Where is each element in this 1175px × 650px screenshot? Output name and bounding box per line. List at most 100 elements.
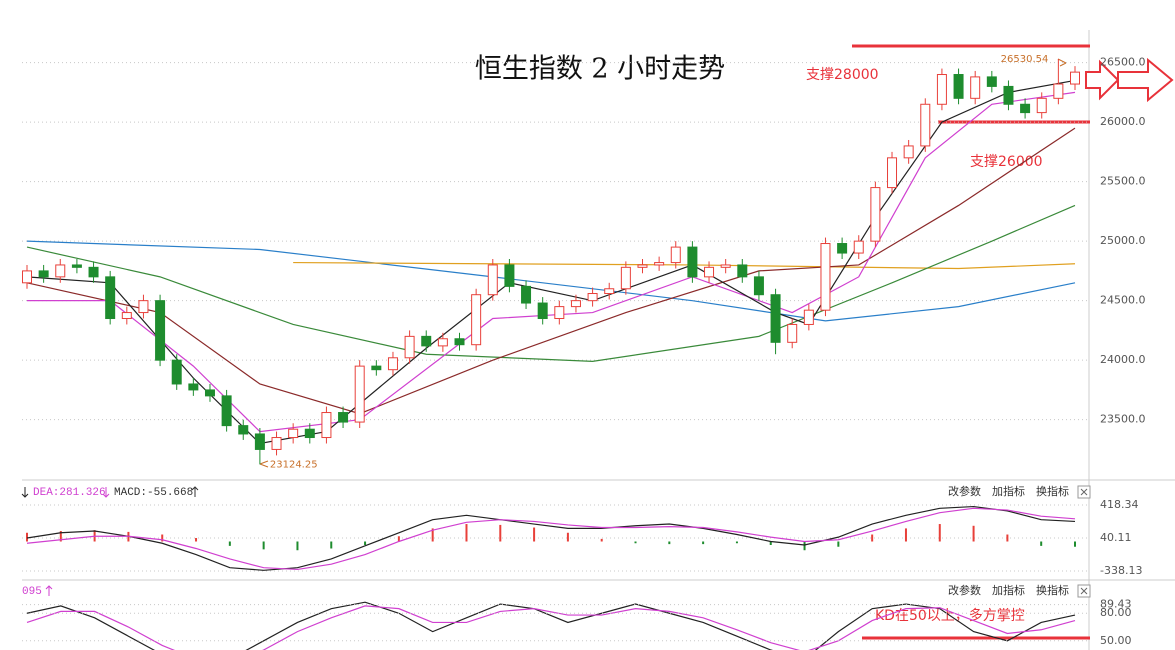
macd-bar <box>871 534 874 542</box>
candle-body <box>687 246 698 278</box>
candle-body <box>354 365 365 423</box>
y-tick-label: 80.00 <box>1100 606 1132 619</box>
macd-bar <box>735 541 738 544</box>
candle-body <box>737 264 748 278</box>
candle-body <box>953 74 964 99</box>
candle-body <box>171 359 182 385</box>
high-label: 26530.54 <box>1001 54 1049 65</box>
macd-bar <box>499 524 502 542</box>
kd-header: 095 <box>22 586 42 598</box>
candle-body <box>204 389 215 397</box>
candle-body <box>920 103 931 147</box>
candle-body <box>71 264 82 268</box>
macd-bar <box>228 541 231 546</box>
y-tick-label: 23500.0 <box>1100 413 1146 426</box>
y-tick-label: 26000.0 <box>1100 115 1146 128</box>
candle-body <box>321 412 332 439</box>
indicator-line <box>26 127 1076 415</box>
macd-bar <box>431 528 434 542</box>
candle-body <box>38 270 49 278</box>
candle-body <box>820 243 831 311</box>
close-button[interactable] <box>1077 485 1091 499</box>
arrow-icon <box>21 487 29 498</box>
button[interactable]: 换指标 <box>1036 484 1069 498</box>
candle-body <box>238 425 249 435</box>
indicator-line <box>26 240 1076 322</box>
button[interactable]: 改参数 <box>948 583 981 597</box>
candle-body <box>387 357 398 371</box>
indicator-line <box>26 601 1076 650</box>
arrow-icon <box>1057 58 1067 67</box>
macd-bar <box>1006 534 1009 542</box>
candle-body <box>970 76 981 99</box>
macd-bar <box>972 525 975 542</box>
arrow-icon <box>259 460 269 468</box>
candle-body <box>371 365 382 371</box>
candle-body <box>22 270 32 284</box>
candle-body <box>1020 103 1031 114</box>
button[interactable]: 改参数 <box>948 484 981 498</box>
indicator-line <box>26 507 1076 571</box>
y-tick-label: 40.11 <box>1100 531 1132 544</box>
macd-bar <box>702 541 705 545</box>
macd-bar <box>600 538 603 542</box>
candle-body <box>554 306 565 320</box>
macd-bar <box>1040 541 1043 546</box>
macd-bar <box>465 524 468 542</box>
macd-bar <box>195 538 198 542</box>
arrow-icon <box>191 486 199 497</box>
candle-body <box>437 338 448 347</box>
y-tick-label: -338.13 <box>1100 564 1142 577</box>
candle-body <box>620 266 631 290</box>
macd-bar <box>364 541 367 545</box>
macd-bar <box>904 528 907 542</box>
button[interactable]: 加指标 <box>992 583 1025 597</box>
candle-body <box>870 187 881 242</box>
low-label: 23124.25 <box>270 459 318 470</box>
macd-bar <box>296 541 299 551</box>
arrow-icon <box>45 585 53 596</box>
kd-plot <box>26 601 1076 650</box>
candle-body <box>887 157 898 189</box>
close-button[interactable] <box>1077 584 1091 598</box>
macd-bar <box>161 534 164 542</box>
candle-body <box>537 302 548 320</box>
y-tick-label: 50.00 <box>1100 634 1132 647</box>
candle-body <box>637 264 648 268</box>
candle-body <box>787 323 798 343</box>
arrow <box>1085 59 1120 101</box>
candle-body <box>188 383 199 391</box>
macd-bar <box>59 531 62 542</box>
button[interactable]: 换指标 <box>1036 583 1069 597</box>
candle-body <box>454 338 465 346</box>
indicator-line <box>27 91 1076 433</box>
arrow <box>1117 57 1174 103</box>
candle-body <box>254 433 265 450</box>
candle-body <box>903 145 914 159</box>
candle-body <box>521 285 532 304</box>
y-tick-label: 89.43 <box>1100 598 1132 611</box>
indicator-line <box>26 605 1076 650</box>
candle-body <box>288 428 299 439</box>
candle-body <box>55 264 66 278</box>
y-tick-label: 25500.0 <box>1100 175 1146 188</box>
candle-body <box>587 293 598 302</box>
macd-bar <box>1074 541 1076 547</box>
macd-bar <box>26 532 28 542</box>
chart-title: 恒生指数 2 小时走势 <box>475 54 725 85</box>
candle-body <box>105 276 116 320</box>
legend-dea: DEA:281.326 <box>33 487 106 499</box>
candle-body <box>1003 85 1014 105</box>
macd-bar <box>330 541 333 549</box>
candle-body <box>803 309 814 325</box>
candle-body <box>304 428 315 439</box>
indicator-line <box>26 204 1076 362</box>
annotation: 支撑28000 <box>806 67 879 83</box>
indicator-line <box>26 505 1076 571</box>
candle-body <box>720 264 731 268</box>
candle-body <box>770 294 781 343</box>
candle-body <box>121 312 132 320</box>
button[interactable]: 加指标 <box>992 484 1025 498</box>
candle-body <box>155 300 166 361</box>
candle-body <box>504 264 515 287</box>
